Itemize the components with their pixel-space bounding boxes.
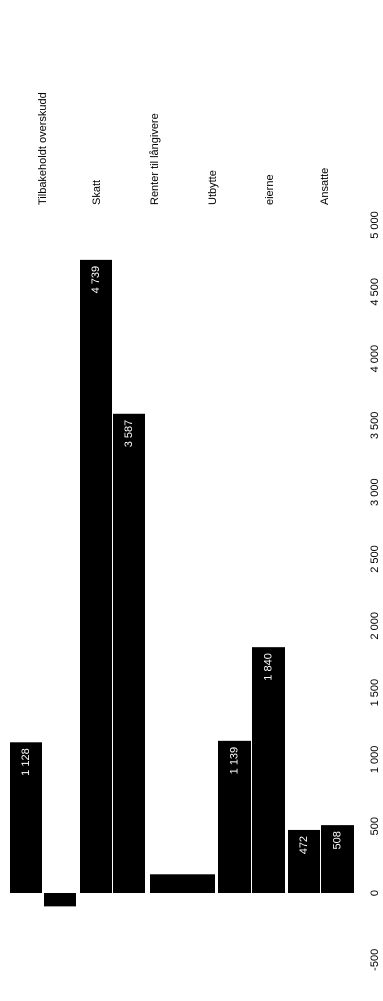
bar — [150, 874, 215, 893]
value-label: 3 587 — [123, 420, 135, 448]
bar — [252, 647, 285, 893]
y-tick-label: 500 — [369, 817, 381, 835]
bar — [288, 829, 320, 893]
category-label: Utbytte — [207, 170, 219, 205]
y-tick-label: 1 000 — [369, 746, 381, 774]
y-tick-label: 4 000 — [369, 345, 381, 373]
value-label: 4 739 — [90, 266, 102, 294]
y-tick-label: 3 000 — [369, 478, 381, 506]
bar — [113, 413, 145, 893]
value-label: 1 139 — [228, 747, 240, 775]
bar — [10, 742, 42, 893]
y-tick-label: 0 — [369, 890, 381, 896]
category-label: Ansatte — [319, 168, 331, 205]
y-tick-label: -500 — [369, 949, 381, 971]
y-tick-label: 5 000 — [369, 211, 381, 239]
category-label: Tilbakeholdt overskudd — [37, 92, 49, 205]
y-tick-label: 2 000 — [369, 612, 381, 640]
value-label: 508 — [331, 831, 343, 849]
value-label: 1 128 — [20, 748, 32, 776]
category-label: Skatt — [91, 180, 103, 205]
category-label: Renter til långivere — [149, 113, 161, 205]
bar — [218, 740, 251, 893]
bar — [321, 825, 354, 893]
y-tick-label: 1 500 — [369, 679, 381, 707]
y-tick-label: 3 500 — [369, 412, 381, 440]
y-tick-label: 4 500 — [369, 278, 381, 306]
bar — [80, 259, 112, 893]
bar — [44, 893, 76, 907]
value-label: 1 840 — [262, 653, 274, 681]
category-label: eierne — [264, 174, 276, 205]
value-label: 472 — [298, 836, 310, 854]
y-tick-label: 2 500 — [369, 545, 381, 573]
